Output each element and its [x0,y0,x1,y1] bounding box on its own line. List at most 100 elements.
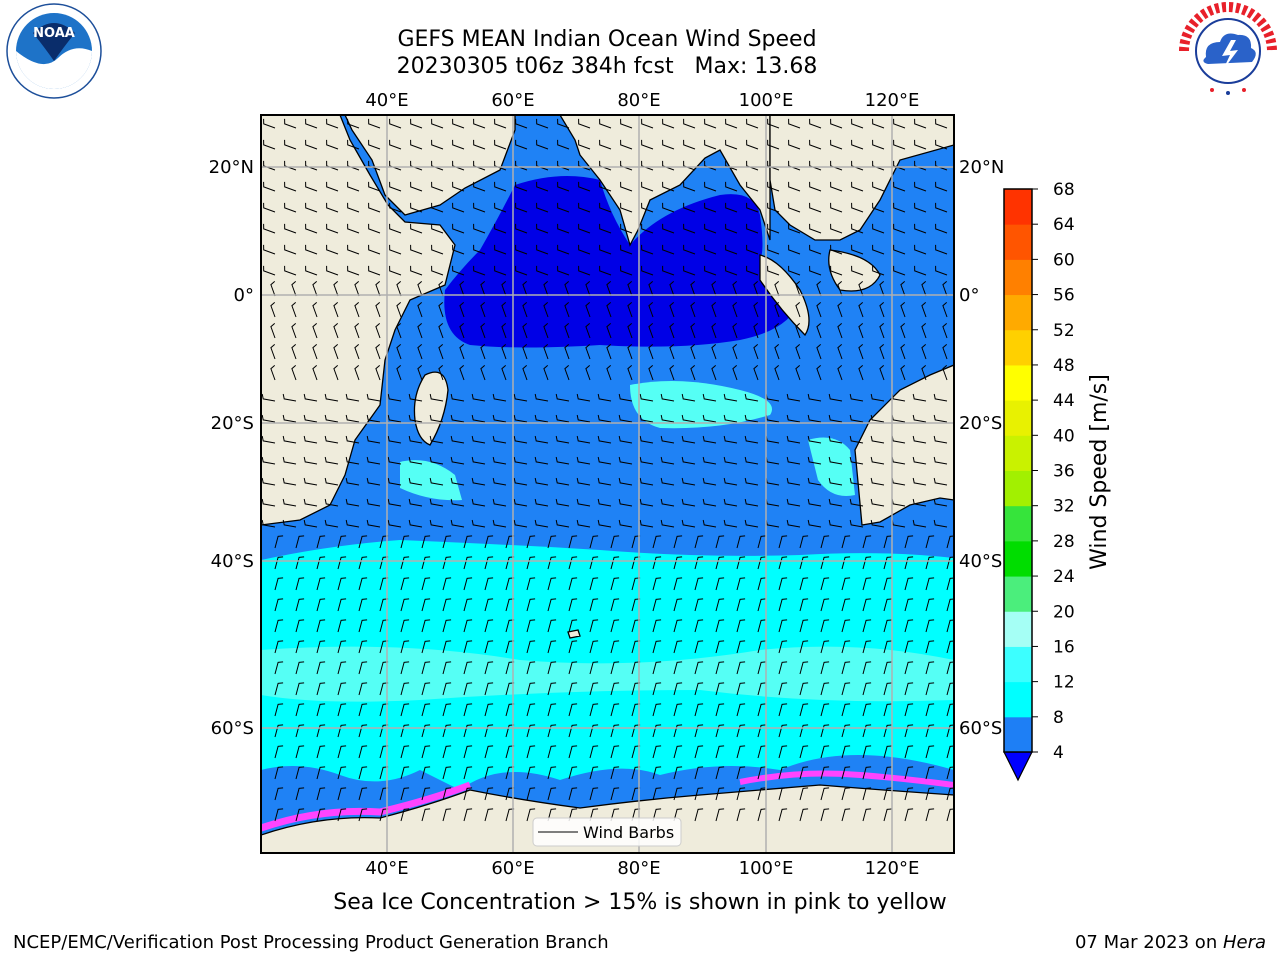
wind-barb [652,703,662,717]
wind-barb [396,281,402,297]
wind-barb [828,519,843,528]
chart-subtitle: 20230305 t06z 384h fcst Max: 13.68 [396,54,818,79]
wind-barb [295,724,305,738]
wind-barb [312,344,318,360]
wind-barb [711,344,717,360]
wind-barb [501,365,507,381]
wind-barb [809,202,822,213]
wind-barb [536,181,549,192]
wind-barb [513,456,528,465]
wind-barb [463,640,473,654]
wind-barb [620,223,633,234]
wind-barb [820,556,830,570]
wind-barb [641,223,654,234]
wind-barb [786,519,801,528]
wind-barb [589,640,599,654]
map-frame [260,114,955,854]
wind-barb [618,456,633,465]
wind-barb [723,414,738,423]
wind-barb [282,456,297,465]
colorbar-under-triangle [1003,751,1033,782]
wind-barb [463,682,473,696]
footer-machine: Hera [1222,932,1266,953]
wind-barb [694,619,704,633]
wind-barb [368,160,381,171]
wind-barb [879,281,885,297]
wind-barb [400,766,410,780]
wind-barb [933,477,948,486]
wind-barb [400,808,410,822]
wind-barb [326,244,339,255]
wind-barb [501,323,507,339]
wind-barb [303,498,318,507]
wind-barb [261,519,276,528]
wind-barb [694,808,704,822]
wind-barb [837,344,843,360]
wind-barb [736,577,746,591]
wind-barb [522,302,528,318]
wind-barb [305,202,318,213]
wind-barb [904,619,914,633]
colorbar-cell [1004,470,1032,507]
wind-barb [421,724,431,738]
wind-barb [347,118,360,129]
wind-barb [547,598,557,612]
wind-barb [828,477,843,486]
wind-barb [942,323,948,339]
wind-barb [641,139,654,150]
wind-barb [282,477,297,486]
lat-label-left: 20°S [211,413,254,434]
wind-barb [757,640,767,654]
wind-barb [694,745,704,759]
wind-barb [515,244,528,255]
wind-barb [851,223,864,234]
wind-barb [463,724,473,738]
wind-barb [662,181,675,192]
wind-barb [673,619,683,633]
wind-barb [387,393,402,402]
wind-barb [345,393,360,402]
wind-barb [534,498,549,507]
wind-barb [925,577,935,591]
wind-barb [316,682,326,696]
wind-barb [715,787,725,801]
wind-barb [543,302,549,318]
wind-barb [683,265,696,276]
wind-barb [799,703,809,717]
wind-barb [662,223,675,234]
wind-barb [652,766,662,780]
wind-barb [494,223,507,234]
wind-barb [312,323,318,339]
wind-barb [725,244,738,255]
wind-barb [366,414,381,423]
wind-barb [788,118,801,129]
wind-barb [459,302,465,318]
wind-barb [610,598,620,612]
wind-barb [809,265,822,276]
wind-barb [515,118,528,129]
wind-barb [799,640,809,654]
wind-barb [494,118,507,129]
wind-barb [767,244,780,255]
wind-barb [639,477,654,486]
wind-barb [935,139,948,150]
wind-barb [291,302,297,318]
wind-barb [883,766,893,780]
wind-barb [421,556,431,570]
wind-barb [942,344,948,360]
wind-barb [326,181,339,192]
wind-barb [547,682,557,696]
wind-barb [870,393,885,402]
wind-barb [599,139,612,150]
wind-barb [828,414,843,423]
wind-barb [459,323,465,339]
wind-barb [900,302,906,318]
wind-barb [639,435,654,444]
lon-label-top: 100°E [739,90,794,111]
wind-barb [438,281,444,297]
wind-barb [400,787,410,801]
wind-barb [358,535,368,549]
wind-barb [578,118,591,129]
wind-barb [417,323,423,339]
wind-barb [767,265,780,276]
